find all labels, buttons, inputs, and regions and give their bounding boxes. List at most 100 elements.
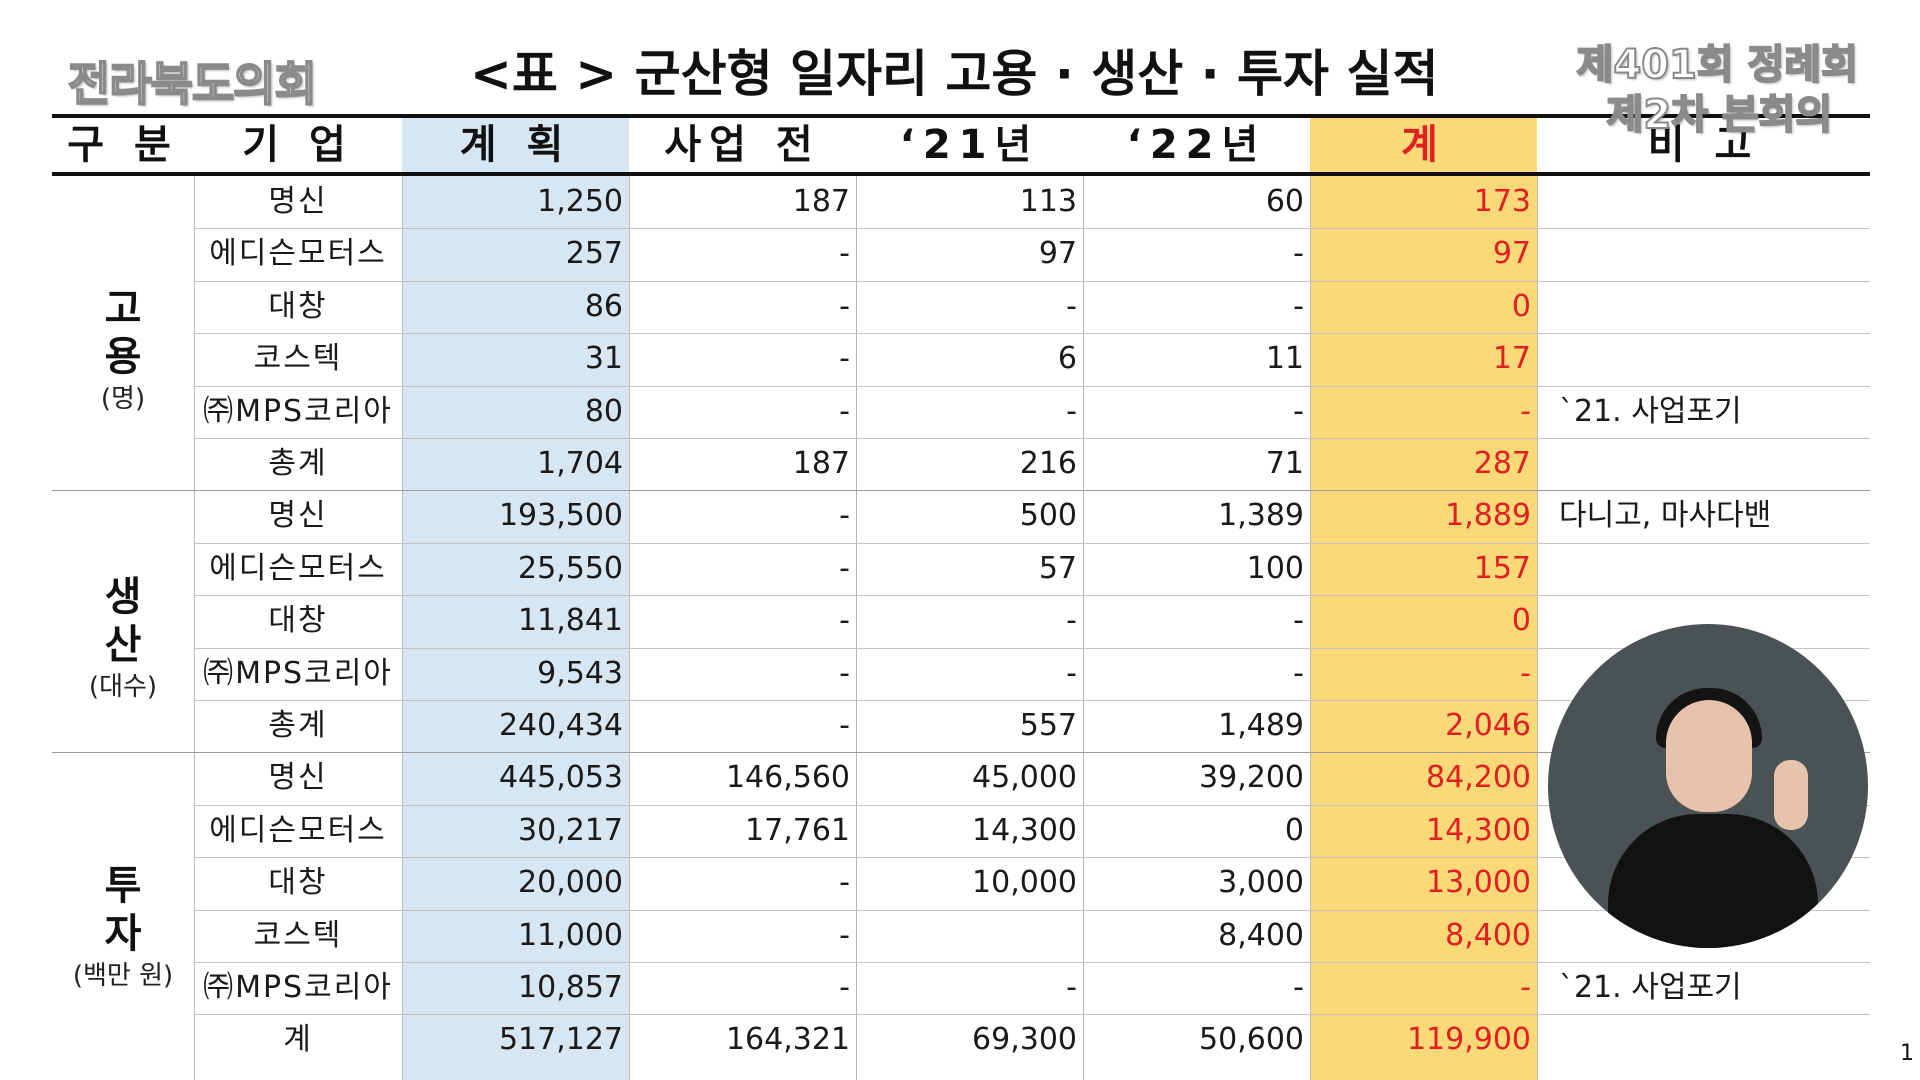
plan-cell: 240,434 [498, 708, 623, 743]
interpreter-hand [1774, 760, 1808, 830]
remarks-cell: `21. 사업포기 [1559, 970, 1742, 1005]
year-2021-cell: 97 [1038, 236, 1077, 272]
remarks-cell: 다니고, 마사다밴 [1559, 498, 1772, 534]
page-title: <표 > 군산형 일자리 고용 · 생산 · 투자 실적 [470, 45, 1439, 103]
col-header-company: 기 업 [242, 122, 354, 168]
total-cell: 14,300 [1426, 812, 1531, 848]
year-2021-cell: 45,000 [972, 760, 1077, 796]
session-caption: 제401회 정례회 제2차 본회의 [1576, 40, 1859, 140]
group-label: 투 자 (백만 원) [52, 862, 194, 994]
table-row: 대창 11,841 - - - 0 [52, 595, 1870, 647]
total-cell: 8,400 [1445, 917, 1531, 953]
table-row: 총계 240,434 - 557 1,489 2,046 [52, 700, 1870, 752]
remarks-cell [1537, 333, 1892, 385]
sign-language-interpreter-video [1548, 624, 1868, 948]
column-divider [1310, 176, 1311, 1080]
plan-cell: 1,704 [537, 446, 623, 481]
col-header-remarks: 비 고 [1647, 122, 1760, 168]
year-2021-cell: - [1066, 970, 1077, 1005]
col-header-total: 계 [1310, 118, 1537, 172]
plan-cell: 80 [584, 393, 623, 429]
table-row: 대창 20,000 - 10,000 3,000 13,000 [52, 857, 1870, 909]
year-2022-cell: 8,400 [1218, 917, 1304, 953]
col-header-category: 구 분 [67, 122, 179, 168]
remarks-cell [1537, 543, 1892, 595]
column-divider [402, 176, 403, 1080]
company-cell: 계 [283, 1022, 313, 1058]
council-logo: 전라북도의회 [67, 56, 318, 112]
year-2021-cell: 14,300 [972, 812, 1077, 848]
total-cell: - [1520, 393, 1531, 429]
year-2022-cell: 1,489 [1218, 708, 1304, 743]
table-row: 코스텍 31 - 6 11 17 [52, 333, 1870, 385]
table-row: 계 517,127 164,321 69,300 50,600 119,900 [52, 1014, 1870, 1066]
year-2022-cell: - [1293, 603, 1304, 639]
year-2021-cell: 57 [1038, 550, 1077, 586]
table-row: 에디슨모터스 257 - 97 - 97 [52, 228, 1870, 280]
year-2021-cell: 216 [1019, 446, 1077, 481]
remarks-cell: `21. 사업포기 [1559, 393, 1742, 429]
company-cell: 명신 [268, 760, 328, 796]
year-2022-cell: 3,000 [1218, 865, 1304, 901]
remarks-cell [1537, 281, 1892, 333]
group-label: 생 산 (대수) [52, 573, 194, 705]
year-2021-cell: 113 [1019, 184, 1077, 219]
total-cell: 119,900 [1406, 1022, 1531, 1058]
before-project-cell: - [839, 498, 850, 534]
before-project-cell: - [839, 603, 850, 639]
table-body: 명신 1,250 187 113 60 173 에디슨모터스 257-97-97 대창 86- - -… [52, 176, 1870, 1080]
group-label: 고 용 (명) [52, 285, 194, 417]
table-row: 총계 1,704 187 216 71 287 [52, 438, 1870, 490]
table-row: ㈜MPS코리아 9,543 - - - - [52, 648, 1870, 700]
group-separator [52, 752, 1870, 754]
table-row: ㈜MPS코리아 80- - - - `21. 사업포기 [52, 386, 1870, 438]
year-2021-cell: 557 [1019, 708, 1077, 743]
col-header-2022: ‘22년 [1126, 122, 1267, 168]
year-2021-cell: - [1066, 655, 1077, 691]
before-project-cell: 146,560 [725, 760, 850, 796]
year-2022-cell: - [1293, 236, 1304, 272]
company-cell: 대창 [268, 288, 328, 324]
before-project-cell: - [839, 970, 850, 1005]
before-project-cell: - [839, 708, 850, 743]
table-row: 에디슨모터스 30,217 17,761 14,300 0 14,300 [52, 805, 1870, 857]
column-divider [1083, 176, 1084, 1080]
row-divider [194, 385, 1870, 387]
plan-cell: 1,250 [537, 184, 623, 219]
row-divider [194, 1014, 1870, 1016]
total-cell: 97 [1492, 236, 1531, 272]
plan-cell: 11,841 [518, 603, 623, 639]
total-cell: 0 [1511, 288, 1531, 324]
before-project-cell: - [839, 550, 850, 586]
interpreter-body [1608, 814, 1818, 948]
year-2022-cell: - [1293, 393, 1304, 429]
plan-cell: 31 [584, 341, 623, 377]
company-cell: 대창 [268, 865, 328, 901]
company-cell: 총계 [268, 446, 328, 481]
group-label-title: 고 용 [104, 286, 156, 381]
total-cell: 157 [1473, 550, 1531, 586]
total-column-highlight [1310, 176, 1537, 1080]
year-2021-cell: - [1066, 288, 1077, 324]
remarks-cell [1537, 438, 1892, 490]
plan-cell: 517,127 [498, 1022, 623, 1058]
before-project-cell: - [839, 655, 850, 691]
year-2022-cell: 11 [1265, 341, 1304, 377]
plan-cell: 193,500 [498, 498, 623, 534]
col-header-2021: ‘21년 [899, 122, 1040, 168]
before-project-cell: - [839, 393, 850, 429]
total-cell: 287 [1473, 446, 1531, 481]
before-project-cell: - [839, 917, 850, 953]
year-2021-cell: 69,300 [972, 1022, 1077, 1058]
before-project-cell: 17,761 [745, 812, 850, 848]
row-divider [194, 228, 1870, 230]
company-cell: 에디슨모터스 [209, 812, 387, 848]
year-2022-cell: 50,600 [1199, 1022, 1304, 1058]
total-cell: 1,889 [1445, 498, 1531, 534]
table-row: 코스텍 11,000 - 8,400 8,400 [52, 910, 1870, 962]
row-divider [194, 909, 1870, 911]
row-divider [194, 962, 1870, 963]
company-cell: ㈜MPS코리아 [203, 393, 393, 429]
column-divider [856, 176, 857, 1080]
